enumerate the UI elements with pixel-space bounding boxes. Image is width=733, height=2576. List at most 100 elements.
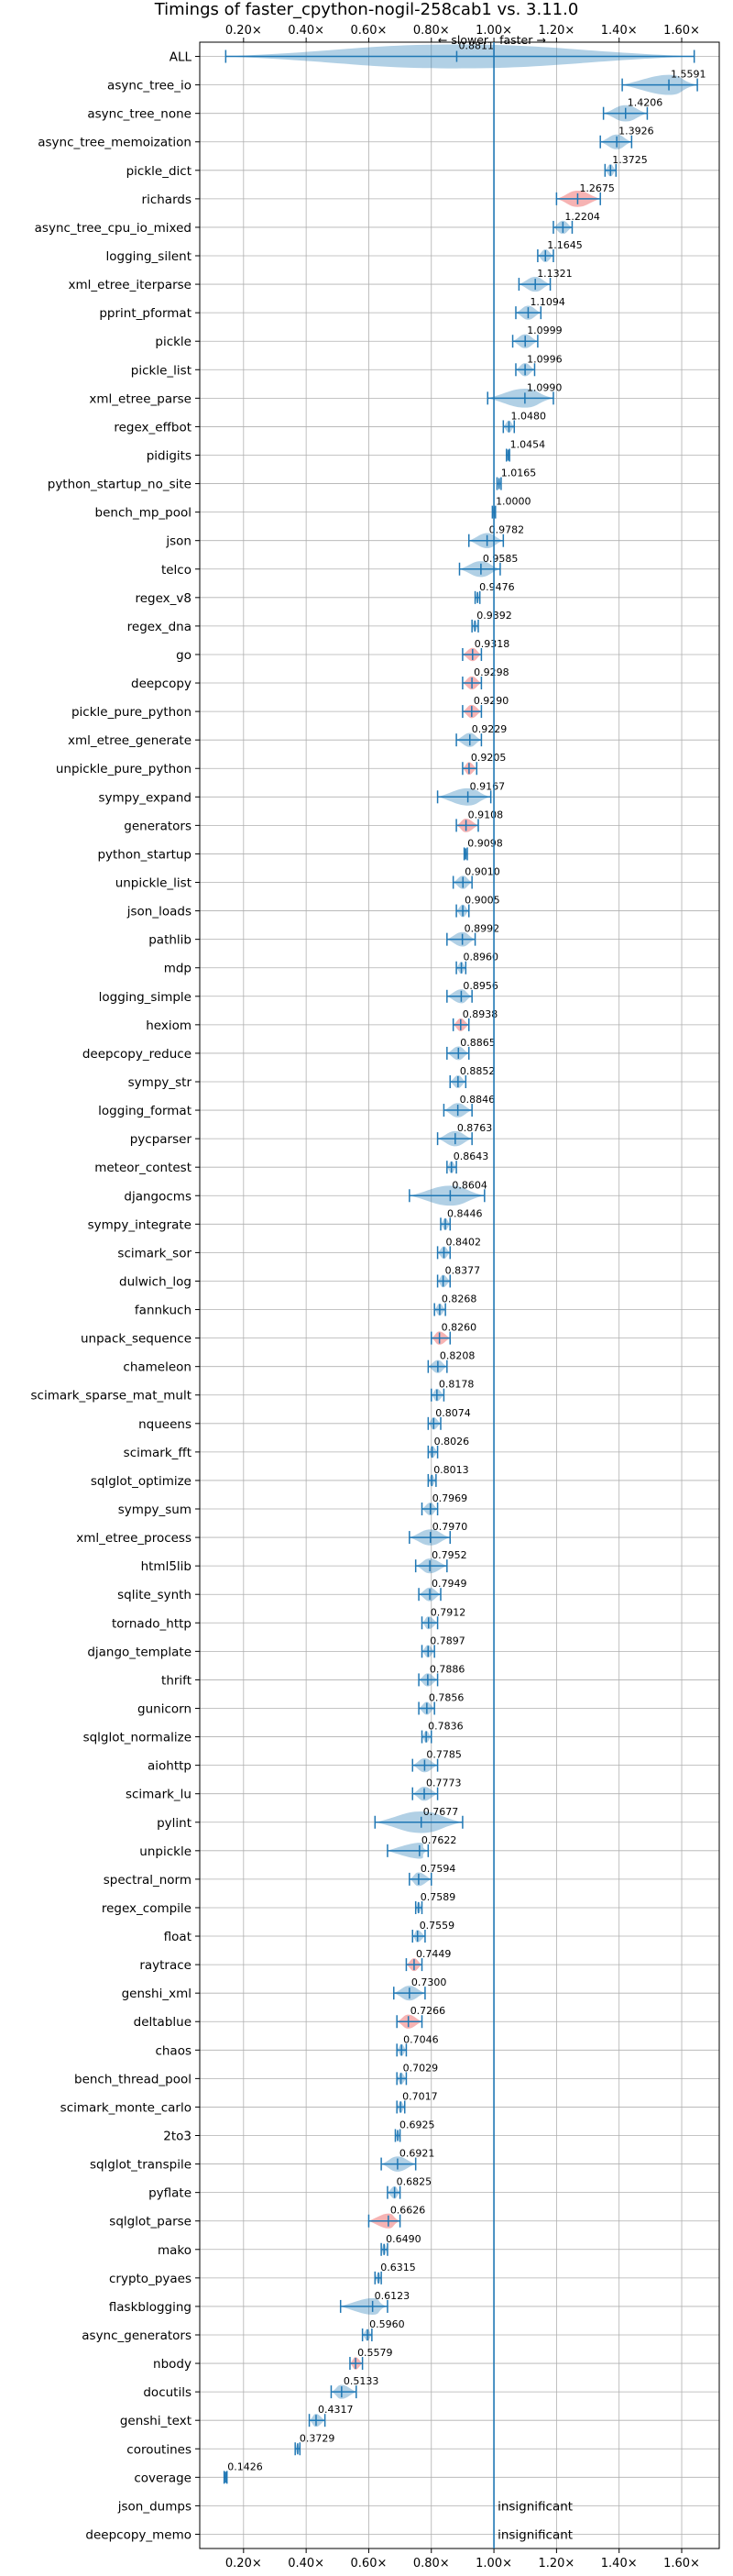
value-label: 1.0165 (501, 468, 537, 479)
tick-label-top: 0.20× (225, 24, 262, 38)
value-label: 0.7449 (416, 1948, 452, 1960)
value-label: 0.8960 (464, 952, 499, 963)
value-label: 1.3926 (618, 126, 654, 138)
value-label: 0.8402 (445, 1236, 481, 1248)
value-label: 0.6626 (390, 2205, 426, 2217)
tick-label-bottom: 0.20× (225, 2557, 262, 2570)
value-label: 1.3725 (612, 154, 648, 166)
value-label: 0.8846 (460, 1094, 495, 1106)
category-label: bench_thread_pool (74, 2072, 191, 2086)
value-label: 1.1321 (537, 268, 573, 280)
value-label: 0.7856 (429, 1691, 465, 1703)
category-label: fannkuch (135, 1304, 191, 1318)
category-label: xml_etree_iterparse (69, 278, 192, 292)
value-label: 0.8763 (457, 1122, 493, 1134)
value-label: 0.6490 (386, 2233, 421, 2245)
tick-label-top: 1.20× (538, 24, 574, 38)
category-label: regex_dna (127, 620, 191, 634)
category-label: python_startup (97, 847, 191, 862)
value-label: 0.8865 (460, 1037, 496, 1049)
category-label: coroutines (126, 2442, 191, 2457)
category-label: pycparser (130, 1132, 192, 1147)
category-label: tornado_http (112, 1616, 191, 1631)
category-label: bench_mp_pool (95, 506, 191, 521)
tick-label-top: 1.00× (476, 24, 512, 38)
value-label: 0.8074 (435, 1407, 471, 1419)
tick-label-top: 0.60× (351, 24, 388, 38)
value-label: 0.6315 (380, 2262, 416, 2273)
tick-label-bottom: 1.00× (476, 2557, 512, 2570)
value-label: 0.7886 (430, 1663, 465, 1675)
category-label: mdp (164, 962, 191, 976)
tick-label-top: 1.40× (601, 24, 638, 38)
category-label: xml_etree_process (76, 1531, 191, 1546)
category-label: dulwich_log (119, 1274, 191, 1289)
value-label: 0.9205 (471, 752, 507, 764)
value-label: 1.5591 (671, 69, 706, 81)
category-label: aiohttp (148, 1759, 191, 1774)
category-label: sqlglot_normalize (83, 1731, 191, 1745)
value-label: 0.9318 (475, 638, 510, 650)
category-label: logging_simple (99, 990, 191, 1005)
category-label: sqlglot_transpile (90, 2158, 191, 2173)
axis-ticks: 0.20× 0.20× 0.40× 0.40× 0.60× 0.60× 0.80× 0.80×… (195, 24, 700, 2570)
value-label: 1.0000 (496, 496, 531, 508)
value-label: 1.0990 (527, 381, 563, 393)
category-label: coverage (134, 2471, 191, 2485)
tick-label-top: 1.60× (663, 24, 700, 38)
value-label: 0.7952 (432, 1549, 467, 1561)
category-label: nqueens (138, 1417, 191, 1432)
value-label: 0.5960 (369, 2318, 405, 2330)
category-label: django_template (87, 1645, 191, 1659)
value-label: 0.8013 (433, 1464, 469, 1476)
category-label: djangocms (124, 1189, 191, 1204)
category-label: deepcopy_memo (85, 2527, 191, 2542)
category-label: async_tree_cpu_io_mixed (35, 221, 191, 236)
value-label: 0.3729 (300, 2432, 335, 2444)
value-label: 0.5579 (357, 2347, 393, 2359)
tick-label-bottom: 1.20× (538, 2557, 574, 2570)
category-label: json_loads (126, 905, 191, 919)
category-label: async_generators (82, 2328, 191, 2343)
category-label: logging_format (98, 1104, 191, 1118)
category-label: pylint (157, 1816, 191, 1831)
tick-label-top: 0.40× (288, 24, 324, 38)
value-label: 0.7589 (421, 1891, 456, 1903)
value-label: 0.8268 (442, 1294, 477, 1305)
category-label: chameleon (123, 1360, 191, 1375)
category-label: meteor_contest (94, 1161, 191, 1175)
tick-label-bottom: 1.40× (601, 2557, 638, 2570)
value-label: 0.8938 (463, 1008, 498, 1020)
value-label: 1.2204 (564, 211, 600, 223)
direction-labels: ← slower faster → (438, 33, 546, 47)
category-label: 2to3 (163, 2130, 191, 2144)
category-label: deltablue (134, 2015, 191, 2030)
category-label: async_tree_memoization (38, 136, 191, 150)
value-label: 0.8992 (465, 923, 500, 935)
value-label: 1.1645 (547, 239, 583, 251)
value-label: 0.1426 (227, 2460, 263, 2472)
value-label: 0.9108 (468, 809, 504, 820)
category-label: deepcopy (131, 677, 191, 691)
slower-label: ← slower (438, 33, 489, 47)
category-label: pyflate (148, 2186, 191, 2201)
category-label: pickle_pure_python (71, 705, 191, 720)
value-label: 0.7836 (428, 1721, 464, 1733)
category-label: chaos (155, 2043, 191, 2058)
value-label: 0.8446 (447, 1207, 483, 1219)
value-label: 0.7029 (403, 2062, 439, 2074)
category-label: telco (161, 563, 191, 578)
value-label: 1.2675 (579, 182, 615, 194)
category-label: nbody (153, 2357, 191, 2372)
value-label: 0.5133 (344, 2375, 379, 2387)
category-label: generators (124, 819, 191, 833)
tick-label-bottom: 0.60× (351, 2557, 388, 2570)
category-label: scimark_lu (126, 1788, 191, 1802)
value-label: 0.7677 (423, 1806, 459, 1818)
category-label: hexiom (146, 1018, 191, 1033)
category-label: unpickle_list (115, 876, 191, 891)
value-label: 0.9167 (470, 780, 506, 792)
value-label: 1.1094 (530, 296, 565, 308)
category-label: crypto_pyaes (109, 2272, 191, 2286)
